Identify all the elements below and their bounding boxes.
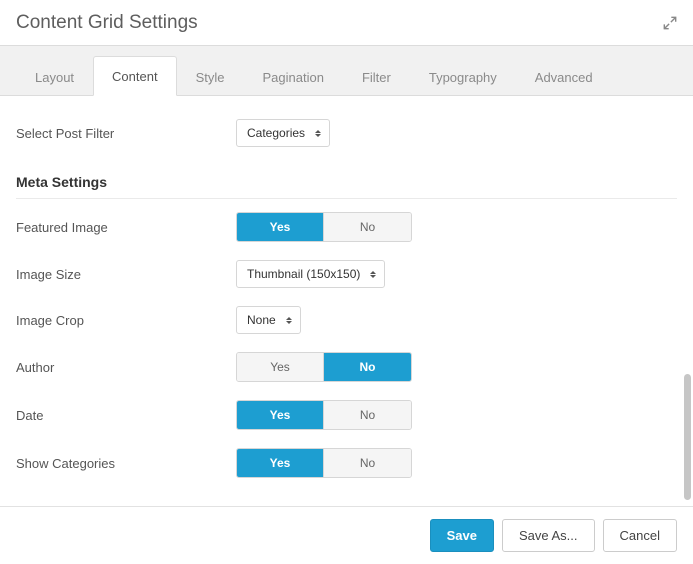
toggle-featured-image-yes[interactable]: Yes [237,213,324,241]
label-featured-image: Featured Image [16,220,236,235]
scrollbar-thumb[interactable] [684,374,691,500]
row-date: Date Yes No [16,391,677,439]
label-show-categories: Show Categories [16,456,236,471]
tab-pagination[interactable]: Pagination [244,57,343,96]
toggle-date-no[interactable]: No [324,401,411,429]
row-image-crop: Image Crop None [16,297,677,343]
section-meta-settings: Meta Settings [16,174,677,199]
toggle-author-yes[interactable]: Yes [237,353,324,381]
tab-layout[interactable]: Layout [16,57,93,96]
toggle-featured-image: Yes No [236,212,412,242]
row-author: Author Yes No [16,343,677,391]
save-as-button[interactable]: Save As... [502,519,595,552]
tab-filter[interactable]: Filter [343,57,410,96]
save-button[interactable]: Save [430,519,494,552]
toggle-author: Yes No [236,352,412,382]
tab-style[interactable]: Style [177,57,244,96]
tabs-bar: Layout Content Style Pagination Filter T… [0,46,693,96]
toggle-date: Yes No [236,400,412,430]
label-select-post-filter: Select Post Filter [16,126,236,141]
toggle-date-yes[interactable]: Yes [237,401,324,429]
select-image-size-value: Thumbnail (150x150) [236,260,385,288]
label-date: Date [16,408,236,423]
dialog-title: Content Grid Settings [16,12,198,34]
row-image-size: Image Size Thumbnail (150x150) [16,251,677,297]
label-image-crop: Image Crop [16,313,236,328]
row-select-post-filter: Select Post Filter Categories [16,110,677,156]
select-post-filter[interactable]: Categories [236,119,330,147]
tab-content[interactable]: Content [93,56,177,96]
tab-typography[interactable]: Typography [410,57,516,96]
toggle-show-categories-yes[interactable]: Yes [237,449,324,477]
select-image-crop[interactable]: None [236,306,301,334]
select-image-crop-value: None [236,306,301,334]
select-post-filter-value: Categories [236,119,330,147]
toggle-author-no[interactable]: No [324,353,411,381]
cancel-button[interactable]: Cancel [603,519,677,552]
toggle-featured-image-no[interactable]: No [324,213,411,241]
select-image-size[interactable]: Thumbnail (150x150) [236,260,385,288]
toggle-show-categories-no[interactable]: No [324,449,411,477]
dialog-header: Content Grid Settings [0,0,693,46]
expand-icon[interactable] [663,16,677,30]
label-author: Author [16,360,236,375]
row-featured-image: Featured Image Yes No [16,203,677,251]
dialog-footer: Save Save As... Cancel [0,506,693,564]
tab-advanced[interactable]: Advanced [516,57,612,96]
content-panel: Select Post Filter Categories Meta Setti… [0,96,693,506]
label-image-size: Image Size [16,267,236,282]
toggle-show-categories: Yes No [236,448,412,478]
row-show-categories: Show Categories Yes No [16,439,677,487]
